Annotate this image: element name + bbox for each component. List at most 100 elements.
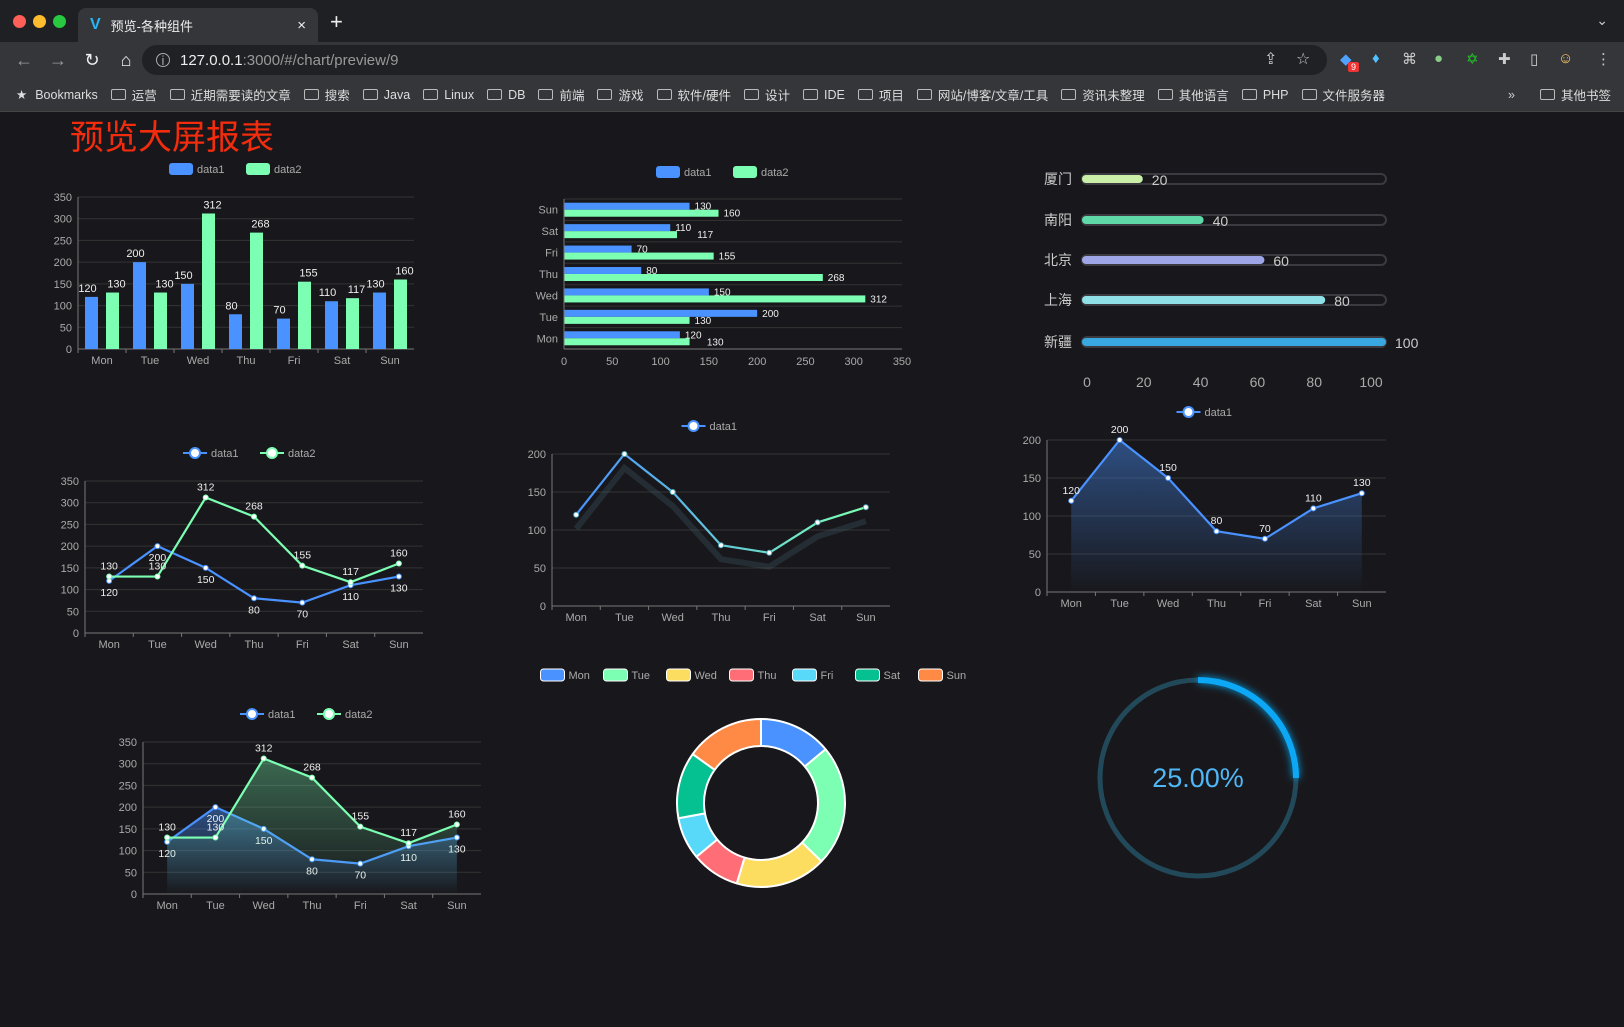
legend-label: data1 <box>684 167 712 179</box>
data-label: 110 <box>675 223 691 234</box>
reload-icon[interactable]: ↻ <box>84 49 100 70</box>
tab-search-chevron-icon[interactable]: ⌄ <box>1596 12 1608 28</box>
x-tick-label: 20 <box>1136 374 1152 390</box>
x-tick-label: Mon <box>1061 598 1082 610</box>
legend-label: Thu <box>758 670 777 682</box>
bookmark-folder[interactable]: PHP <box>1241 85 1289 104</box>
circle-extension-icon[interactable]: ● <box>1434 50 1444 67</box>
legend-label: data2 <box>345 709 373 721</box>
y-tick-label: Wed <box>536 290 558 302</box>
folder-icon <box>1157 89 1173 100</box>
bookmark-folder[interactable]: 前端 <box>538 85 584 104</box>
bookmark-folder[interactable]: Linux <box>423 85 474 104</box>
y-tick-label: 350 <box>119 737 137 749</box>
command-extension-icon[interactable]: ⌘ <box>1402 51 1417 68</box>
data-point <box>669 489 676 495</box>
bookmarks-apps[interactable]: ★ Bookmarks <box>16 87 98 103</box>
folder-icon <box>1241 89 1257 100</box>
legend-label: Tue <box>632 670 651 682</box>
bookmark-folder-label: DB <box>508 87 526 102</box>
data-label: 120 <box>1062 485 1080 497</box>
bookmark-folder[interactable]: 资讯未整理 <box>1061 85 1145 104</box>
gem-extension-icon[interactable]: ♦ <box>1372 50 1380 67</box>
bar-data1 <box>229 314 242 349</box>
bar-fill <box>1082 296 1326 304</box>
bar-fill <box>1082 175 1143 183</box>
bookmark-folder[interactable]: 近期需要读的文章 <box>169 85 291 104</box>
data-label: 200 <box>126 248 144 260</box>
bar-data1 <box>564 309 758 317</box>
more-bookmarks-button[interactable]: » <box>1508 87 1515 102</box>
bookmark-folder[interactable]: IDE <box>803 85 845 104</box>
legend-label: Wed <box>695 670 717 682</box>
bookmark-folder[interactable]: 其他语言 <box>1157 85 1229 104</box>
bookmark-folder[interactable]: 搜索 <box>303 85 350 104</box>
bookmarks-label: Bookmarks <box>35 87 98 102</box>
bar-data2 <box>106 292 119 349</box>
x-tick-label: 300 <box>845 356 863 368</box>
extension-icon[interactable]: ◆ <box>1340 51 1352 68</box>
bar-data2 <box>564 252 714 260</box>
site-info-icon[interactable]: i <box>156 53 170 68</box>
data-label: 312 <box>197 482 215 494</box>
browser-tab[interactable]: V 预览-各种组件 × <box>78 8 318 42</box>
folder-icon <box>656 89 672 100</box>
other-bookmarks[interactable]: 其他书签 <box>1540 85 1611 104</box>
bookmark-folder-label: 其他语言 <box>1178 89 1229 103</box>
x-tick-label: Thu <box>303 900 322 912</box>
bookmark-folder[interactable]: 游戏 <box>597 85 644 104</box>
close-window-button[interactable] <box>13 15 26 28</box>
bookmark-folder[interactable]: 运营 <box>110 85 157 104</box>
minimize-window-button[interactable] <box>33 15 46 28</box>
bookmark-folder[interactable]: Java <box>362 85 410 104</box>
data-point <box>251 513 257 520</box>
tab-close-icon[interactable]: × <box>297 16 306 34</box>
legend-swatch <box>666 668 691 682</box>
data-label: 80 <box>248 604 260 616</box>
new-tab-button[interactable]: + <box>330 9 343 34</box>
bookmark-folder[interactable]: 设计 <box>743 85 790 104</box>
y-tick-label: 150 <box>528 487 546 499</box>
data-label: 150 <box>714 287 731 298</box>
bookmark-folder-label: 项目 <box>878 89 904 103</box>
bookmark-folder[interactable]: 网站/博客/文章/工具 <box>916 85 1048 104</box>
data-label: 160 <box>448 809 466 821</box>
y-tick-label: 0 <box>540 601 546 613</box>
x-tick-label: Fri <box>354 900 367 912</box>
folder-icon <box>169 89 185 100</box>
star-extension-icon[interactable]: ✡ <box>1466 51 1479 68</box>
bookmark-folder[interactable]: 软件/硬件 <box>656 85 731 104</box>
data-label: 70 <box>273 305 285 317</box>
data-label: 130 <box>158 822 176 834</box>
data-label: 200 <box>149 552 167 564</box>
y-tick-label: 100 <box>528 525 546 537</box>
legend-label: data1 <box>1205 407 1233 419</box>
legend-label: data1 <box>268 709 296 721</box>
tab-title: 预览-各种组件 <box>110 18 194 34</box>
avatar[interactable]: ☺ <box>1558 50 1574 67</box>
side-panel-icon[interactable]: ▯ <box>1530 51 1539 68</box>
legend-marker-icon <box>266 447 278 459</box>
x-tick-label: Mon <box>91 355 112 367</box>
address-bar[interactable]: i 127.0.0.1:3000/#/chart/preview/9 ⇪ ☆ <box>142 45 1327 75</box>
data-label: 130 <box>155 279 173 291</box>
bookmark-folder[interactable]: 项目 <box>857 85 904 104</box>
bookmark-folder-label: IDE <box>824 87 845 102</box>
y-tick-label: 200 <box>1023 435 1041 447</box>
back-icon[interactable]: ← <box>15 49 33 70</box>
maximize-window-button[interactable] <box>53 15 66 28</box>
menu-icon[interactable]: ⋮ <box>1596 51 1611 68</box>
bookmark-star-icon[interactable]: ☆ <box>1296 51 1311 68</box>
forward-icon[interactable]: → <box>49 49 67 70</box>
bookmark-folder[interactable]: 文件服务器 <box>1301 85 1385 104</box>
legend-label: data2 <box>761 167 789 179</box>
bar-data2 <box>564 316 690 324</box>
bookmark-folder[interactable]: DB <box>487 85 525 104</box>
home-icon[interactable]: ⌂ <box>120 49 132 70</box>
data-label: 150 <box>174 270 192 282</box>
data-point <box>299 562 306 569</box>
puzzle-extensions-icon[interactable]: ✚ <box>1498 51 1511 68</box>
share-icon[interactable]: ⇪ <box>1264 51 1278 68</box>
legend-label: data1 <box>211 448 239 460</box>
data-label: 200 <box>762 309 779 320</box>
